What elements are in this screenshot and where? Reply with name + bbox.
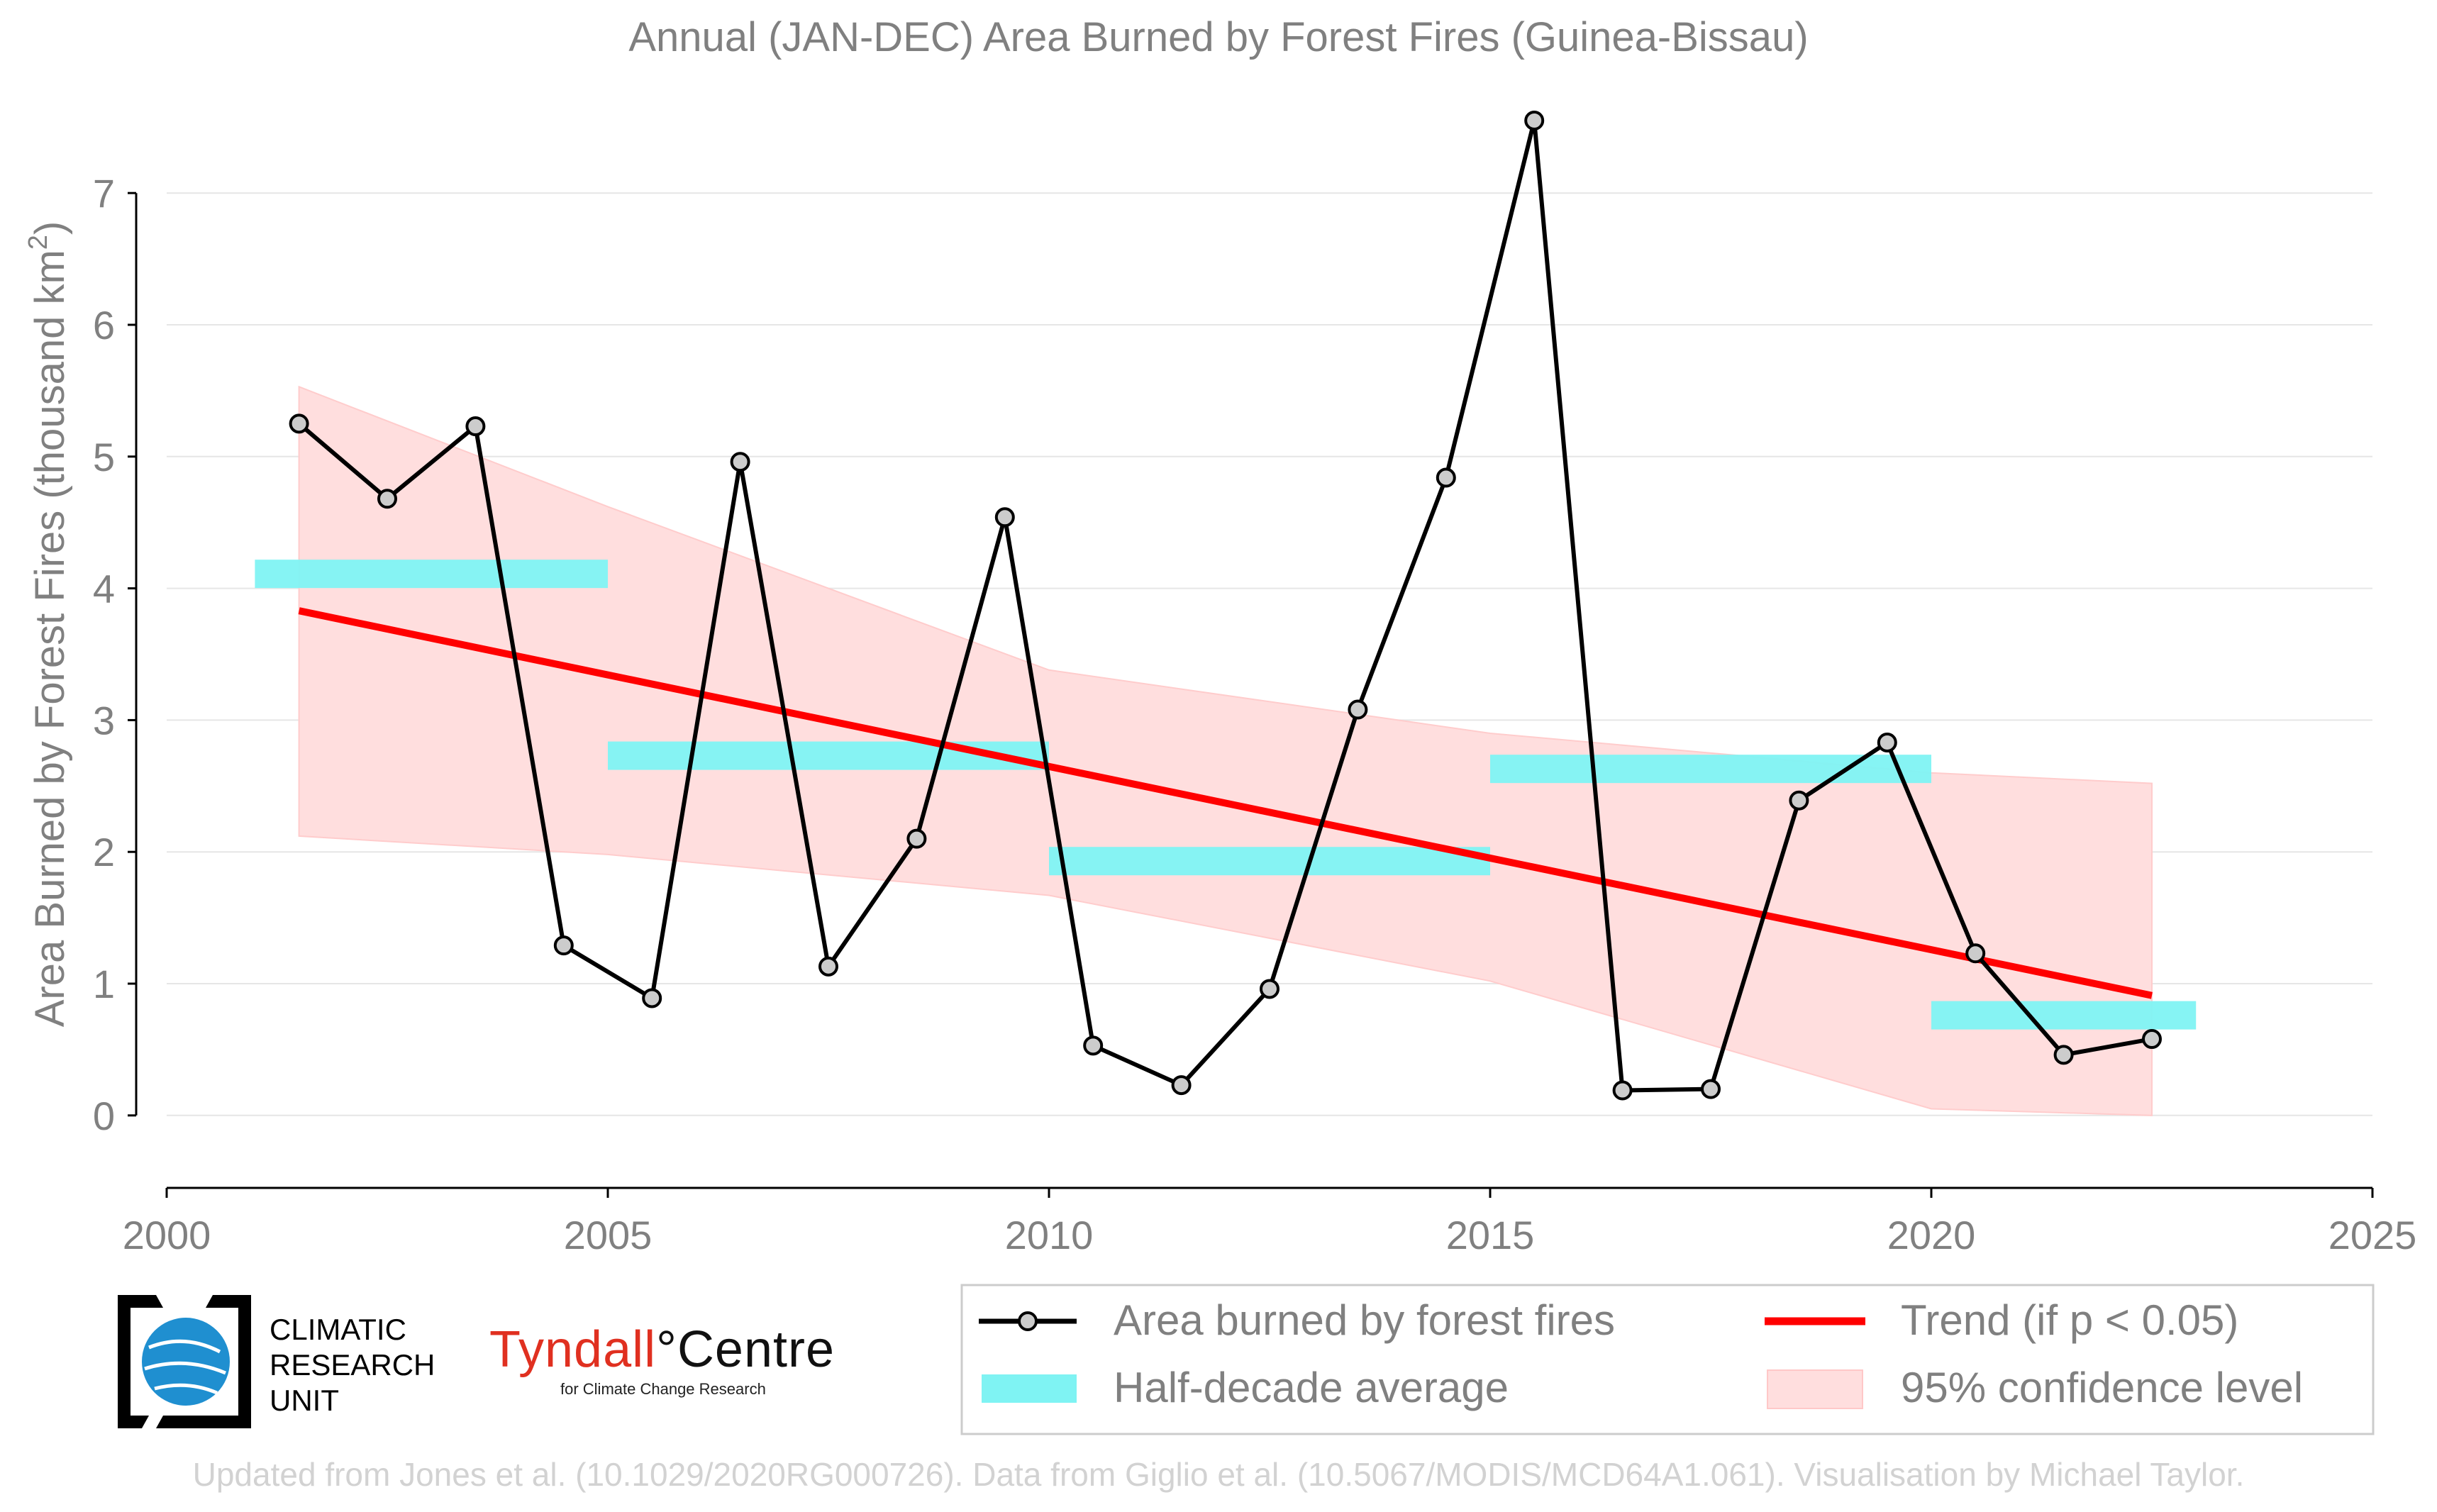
- data-series: [289, 111, 2162, 1101]
- area-burned-point: [1612, 1080, 1633, 1101]
- half-decade-bars: [255, 560, 2197, 1030]
- legend-swatch-halfdecade: [982, 1374, 1077, 1403]
- x-tick-label: 2010: [1005, 1213, 1094, 1257]
- y-tick-label: 2: [93, 830, 115, 874]
- x-tick-label: 2020: [1887, 1213, 1976, 1257]
- trend-line-group: [298, 607, 2153, 999]
- legend-swatch-confidence: [1767, 1369, 1863, 1409]
- legend-label-halfdecade: Half-decade average: [1114, 1364, 1509, 1411]
- tyndall-logo: Tyndall°Centre for Climate Change Resear…: [489, 1321, 835, 1399]
- tyndall-subtitle: for Climate Change Research: [560, 1380, 766, 1398]
- legend-box: [960, 1284, 2375, 1435]
- confidence-band: [298, 385, 2153, 1116]
- area-burned-point: [465, 416, 486, 437]
- area-burned-point: [1877, 732, 1897, 752]
- area-burned-point: [642, 988, 662, 1008]
- cru-line-3: UNIT: [270, 1384, 339, 1417]
- x-tick-label: 2025: [2328, 1213, 2417, 1257]
- area-burned-point: [377, 489, 397, 509]
- area-burned-point: [1789, 790, 1809, 811]
- area-burned-point: [1436, 467, 1456, 488]
- y-axis-label: Area Burned by Forest Fires (thousand km…: [23, 221, 73, 1028]
- y-tick-label: 5: [93, 435, 115, 479]
- y-tick-label: 4: [93, 567, 115, 611]
- globe-icon: [142, 1318, 230, 1406]
- legend-swatch-area-marker: [1018, 1311, 1038, 1331]
- y-tick-label: 0: [93, 1094, 115, 1138]
- x-axis: 2000 2005 2010 2015 2020 2025: [123, 1186, 2417, 1257]
- half-decade-bar: [1049, 847, 1490, 876]
- half-decade-bar: [1931, 1001, 2197, 1030]
- y-tick-label: 3: [93, 698, 115, 743]
- half-decade-bar: [255, 560, 608, 589]
- footer-credits: Updated from Jones et al. (10.1029/2020R…: [192, 1456, 2245, 1493]
- tyndall-wordmark: Tyndall°Centre: [489, 1321, 836, 1378]
- area-burned-point: [1348, 699, 1368, 720]
- area-burned-point: [1965, 943, 1986, 964]
- area-burned-point: [1171, 1075, 1192, 1096]
- cru-line-1: CLIMATIC: [270, 1313, 406, 1346]
- y-axis-label-end: ): [27, 221, 73, 235]
- legend-label-trend: Trend (if p < 0.05): [1901, 1296, 2238, 1344]
- area-burned-point: [1260, 979, 1279, 999]
- area-burned-point: [1524, 111, 1545, 130]
- area-burned-point: [906, 828, 927, 849]
- y-tick-label: 7: [93, 171, 115, 216]
- legend-label-confidence: 95% confidence level: [1901, 1364, 2303, 1411]
- trend-line: [298, 607, 2153, 999]
- area-burned-point: [730, 452, 750, 472]
- area-burned-point: [818, 956, 838, 977]
- cru-line-2: RESEARCH: [270, 1348, 435, 1382]
- cru-logo: [113, 1291, 255, 1433]
- area-burned-point: [1083, 1035, 1104, 1056]
- area-burned-point: [553, 935, 574, 956]
- y-tick-label: 6: [93, 303, 115, 348]
- legend-label-area: Area burned by forest fires: [1114, 1296, 1615, 1344]
- x-tick-label: 2015: [1446, 1213, 1535, 1257]
- chart-title: Annual (JAN-DEC) Area Burned by Forest F…: [628, 14, 1808, 60]
- y-tick-label: 1: [93, 962, 115, 1006]
- area-burned-point: [994, 507, 1015, 528]
- area-burned-point: [1701, 1079, 1721, 1099]
- half-decade-bar: [608, 741, 1049, 770]
- x-tick-label: 2005: [564, 1213, 653, 1257]
- area-burned-point: [2142, 1029, 2162, 1050]
- area-burned-point: [289, 413, 309, 434]
- legend: Area burned by forest fires Trend (if p …: [960, 1284, 2375, 1435]
- x-tick-label: 2000: [123, 1213, 211, 1257]
- area-burned-point: [2053, 1045, 2074, 1065]
- area-burned-line: [297, 118, 2153, 1093]
- y-axis-label-superscript: 2: [23, 235, 53, 250]
- y-axis: 0 1 2 3 4 5 6 7: [93, 171, 138, 1138]
- cru-wordmark: CLIMATIC RESEARCH UNIT: [270, 1312, 435, 1418]
- confidence-band-area: [298, 385, 2153, 1116]
